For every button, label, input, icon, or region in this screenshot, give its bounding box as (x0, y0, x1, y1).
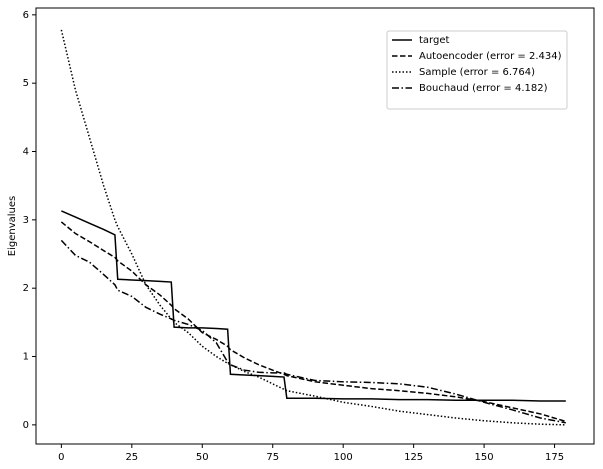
plot-frame (35, 7, 595, 445)
x-tick-label: 25 (125, 452, 138, 463)
legend-label: Sample (error = 6.764) (419, 67, 535, 78)
series-line (60, 29, 566, 426)
y-tick-label: 2 (23, 283, 29, 294)
y-tick-label: 5 (23, 78, 29, 89)
series-line (60, 239, 566, 424)
y-tick-label: 6 (23, 10, 29, 21)
y-tick-label: 3 (23, 215, 29, 226)
legend-box (386, 30, 568, 110)
y-tick-label: 1 (23, 352, 29, 363)
x-tick-label: 50 (196, 452, 209, 463)
series-line (61, 210, 566, 402)
y-axis-label: Eigenvalues (7, 196, 18, 256)
series-line (60, 221, 567, 423)
x-tick-label: 175 (545, 452, 564, 463)
legend-label: Bouchaud (error = 4.182) (419, 83, 548, 94)
legend-label: Autoencoder (error = 2.434) (419, 51, 562, 62)
x-tick-label: 0 (58, 452, 64, 463)
y-tick-label: 0 (23, 420, 29, 431)
x-tick-label: 75 (266, 452, 279, 463)
x-tick-label: 100 (334, 452, 353, 463)
x-tick-label: 125 (404, 452, 423, 463)
x-tick-label: 150 (475, 452, 494, 463)
legend-label: target (419, 35, 449, 46)
y-tick-label: 4 (23, 147, 29, 158)
